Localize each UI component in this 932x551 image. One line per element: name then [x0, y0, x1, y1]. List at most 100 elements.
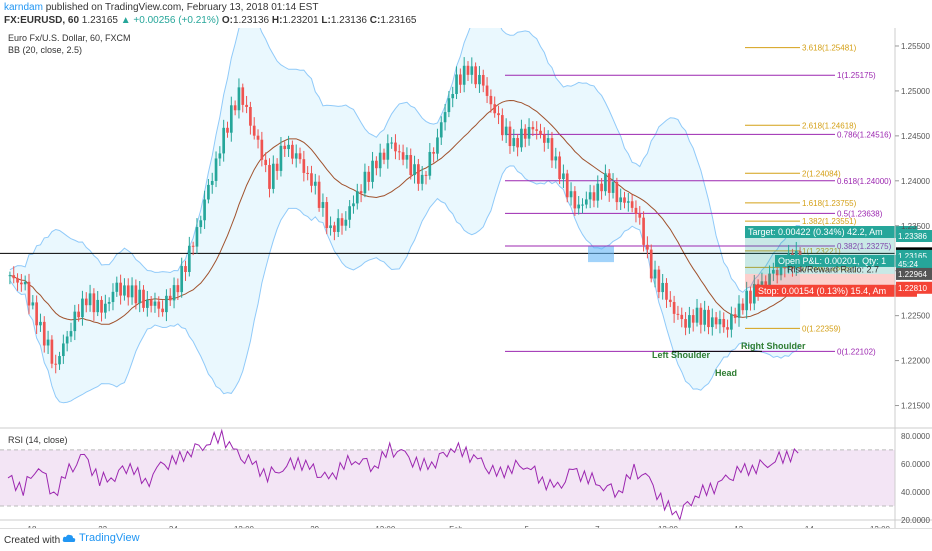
candle-body — [531, 126, 535, 130]
candle-body — [550, 138, 554, 161]
candle-body — [676, 313, 680, 315]
candle-body — [424, 174, 428, 176]
candle-body — [344, 219, 348, 226]
candle-body — [619, 197, 623, 203]
chart-title: Euro Fx/U.S. Dollar, 60, FXCM — [8, 33, 131, 43]
candle-body — [20, 282, 23, 285]
candle-body — [252, 125, 256, 136]
stop-label-bg — [755, 284, 917, 297]
candle-body — [459, 74, 462, 85]
candle-body — [153, 301, 157, 306]
rsi-tick-label: 20.0000 — [901, 516, 930, 525]
rsi-legend: RSI (14, close) — [8, 435, 68, 445]
candle-body — [371, 160, 374, 182]
candle-body — [405, 155, 409, 160]
candle-body — [54, 363, 58, 365]
low-value: 1.23136 — [330, 15, 367, 26]
fib-level-label: 1(1.25175) — [837, 71, 876, 80]
low-key: L: — [321, 15, 331, 26]
candle-body — [615, 182, 619, 203]
candle-body — [149, 299, 153, 306]
rsi-pane[interactable] — [0, 428, 895, 522]
price-chart[interactable]: 1(1.25175) 0.786(1.24516) 0.618(1.24000) 0.… — [0, 28, 932, 528]
candle-body — [214, 158, 218, 181]
candle-body — [665, 282, 668, 300]
candle-body — [539, 130, 542, 135]
axis-price-badge-text: 1.22964 — [898, 270, 927, 279]
candle-body — [168, 295, 172, 301]
fib-extension-label: 0(1.22359) — [802, 324, 841, 333]
candle-body — [397, 151, 401, 153]
open-key: O: — [221, 15, 233, 26]
candle-body — [157, 301, 161, 309]
bb-legend: BB (20, close, 2.5) — [8, 45, 82, 55]
candle-body — [775, 269, 779, 276]
tradingview-brand: TradingView — [79, 532, 140, 544]
time-tick-label: 12:00 — [870, 525, 891, 528]
symbol-ohlc-line: FX:EURUSD, 60 1.23165 ▲ +0.00256 (+0.21%… — [4, 14, 416, 27]
highlight-box — [588, 246, 614, 263]
axis-price-badge — [896, 267, 932, 280]
bollinger-lower-line — [9, 165, 801, 404]
candle-body — [733, 314, 737, 318]
candle-body — [646, 244, 649, 250]
candle-body — [699, 307, 703, 325]
candle-body — [382, 152, 386, 160]
candle-body — [707, 309, 710, 328]
fib-level-label: 0.618(1.24000) — [837, 177, 892, 186]
tradingview-logo[interactable]: TradingView — [62, 532, 140, 544]
candle-body — [27, 281, 31, 306]
candle-body — [604, 173, 607, 192]
publisher-name[interactable]: karndam — [4, 2, 43, 13]
candle-body — [336, 218, 340, 232]
fib-extension-label: 1.618(1.23755) — [802, 199, 857, 208]
pattern-annotation: Head — [715, 368, 737, 378]
candle-body — [256, 135, 260, 140]
candle-body — [275, 163, 279, 171]
candle-body — [489, 95, 493, 105]
candle-body — [233, 105, 237, 111]
price-tick-label: 1.25500 — [901, 42, 930, 51]
fib-extension-label: 2(1.24084) — [802, 169, 841, 178]
candle-body — [447, 98, 451, 113]
pattern-annotation: Left Shoulder — [652, 350, 710, 360]
candle-body — [367, 171, 371, 182]
candle-body — [176, 285, 180, 293]
candle-body — [691, 315, 695, 323]
candle-body — [291, 144, 294, 159]
main-pane[interactable]: 1(1.25175) 0.786(1.24516) 0.618(1.24000) 0.… — [0, 28, 918, 404]
candle-body — [520, 128, 523, 148]
candle-body — [115, 282, 119, 292]
time-tick-label: 24 — [169, 525, 178, 528]
candle-body — [581, 204, 584, 206]
candle-body — [203, 199, 206, 221]
candle-body — [142, 289, 145, 308]
candle-body — [420, 174, 424, 184]
candle-body — [62, 343, 65, 357]
fib-level-label: 0(1.22102) — [837, 347, 876, 356]
time-tick-label: Feb — [449, 525, 463, 528]
candle-body — [111, 291, 115, 303]
candle-body — [390, 142, 393, 144]
candle-body — [329, 225, 332, 229]
candle-body — [119, 282, 122, 296]
candle-body — [359, 191, 363, 194]
candle-body — [104, 303, 107, 313]
price-tick-label: 1.24500 — [901, 132, 930, 141]
rsi-band-fill — [0, 449, 895, 506]
candle-body — [260, 139, 264, 160]
target-label-bg — [745, 226, 918, 238]
candle-body — [478, 74, 481, 85]
candle-body — [558, 156, 561, 180]
candle-body — [714, 317, 718, 325]
open-pl-label: Open P&L: 0.00201, Qty: 1 — [778, 256, 886, 266]
candle-body — [474, 66, 477, 85]
candle-body — [363, 171, 367, 194]
candle-body — [554, 156, 558, 161]
pattern-annotation: Right Shoulder — [741, 341, 806, 351]
bollinger-band-fill — [9, 28, 801, 403]
candle-body — [638, 213, 642, 218]
candle-body — [573, 191, 577, 209]
candle-body — [313, 181, 317, 186]
axes: 1.255001.250001.245001.240001.235001.230… — [0, 28, 932, 528]
